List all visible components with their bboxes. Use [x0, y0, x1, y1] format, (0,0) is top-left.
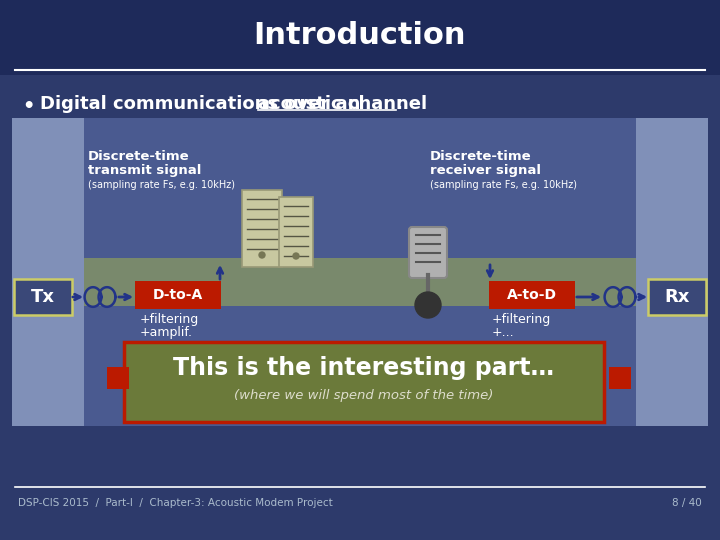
Text: This is the interesting part…: This is the interesting part… — [174, 356, 554, 380]
Text: +filtering: +filtering — [140, 313, 199, 326]
FancyBboxPatch shape — [648, 279, 706, 315]
Circle shape — [293, 253, 299, 259]
Text: receiver signal: receiver signal — [430, 164, 541, 177]
Text: Introduction: Introduction — [253, 22, 467, 51]
FancyBboxPatch shape — [0, 0, 720, 75]
Circle shape — [415, 292, 441, 318]
Text: +filtering: +filtering — [492, 313, 552, 326]
Text: +...: +... — [492, 326, 515, 339]
Text: (sampling rate Fs, e.g. 10kHz): (sampling rate Fs, e.g. 10kHz) — [88, 180, 235, 190]
FancyBboxPatch shape — [609, 367, 631, 389]
FancyBboxPatch shape — [636, 118, 708, 426]
FancyBboxPatch shape — [135, 281, 221, 309]
Text: Rx: Rx — [665, 288, 690, 306]
FancyBboxPatch shape — [409, 227, 447, 278]
FancyBboxPatch shape — [489, 281, 575, 309]
Text: D-to-A: D-to-A — [153, 288, 203, 302]
Text: A-to-D: A-to-D — [507, 288, 557, 302]
FancyBboxPatch shape — [107, 367, 129, 389]
Text: 8 / 40: 8 / 40 — [672, 498, 702, 508]
Text: (where we will spend most of the time): (where we will spend most of the time) — [234, 389, 494, 402]
Text: (sampling rate Fs, e.g. 10kHz): (sampling rate Fs, e.g. 10kHz) — [430, 180, 577, 190]
FancyBboxPatch shape — [12, 118, 708, 426]
Text: transmit signal: transmit signal — [88, 164, 202, 177]
Text: :: : — [396, 95, 403, 113]
Text: Discrete-time: Discrete-time — [430, 150, 531, 163]
FancyBboxPatch shape — [14, 279, 72, 315]
FancyBboxPatch shape — [84, 258, 636, 306]
Text: Discrete-time: Discrete-time — [88, 150, 189, 163]
FancyBboxPatch shape — [279, 197, 313, 267]
Text: acoustic channel: acoustic channel — [258, 95, 427, 113]
Text: +amplif.: +amplif. — [140, 326, 193, 339]
Text: DSP-CIS 2015  /  Part-I  /  Chapter-3: Acoustic Modem Project: DSP-CIS 2015 / Part-I / Chapter-3: Acous… — [18, 498, 333, 508]
Text: Tx: Tx — [31, 288, 55, 306]
FancyBboxPatch shape — [12, 118, 84, 426]
FancyBboxPatch shape — [124, 342, 604, 422]
FancyBboxPatch shape — [242, 190, 282, 267]
Circle shape — [259, 252, 265, 258]
Text: •: • — [22, 97, 35, 116]
Text: Digital communications over an: Digital communications over an — [40, 95, 366, 113]
